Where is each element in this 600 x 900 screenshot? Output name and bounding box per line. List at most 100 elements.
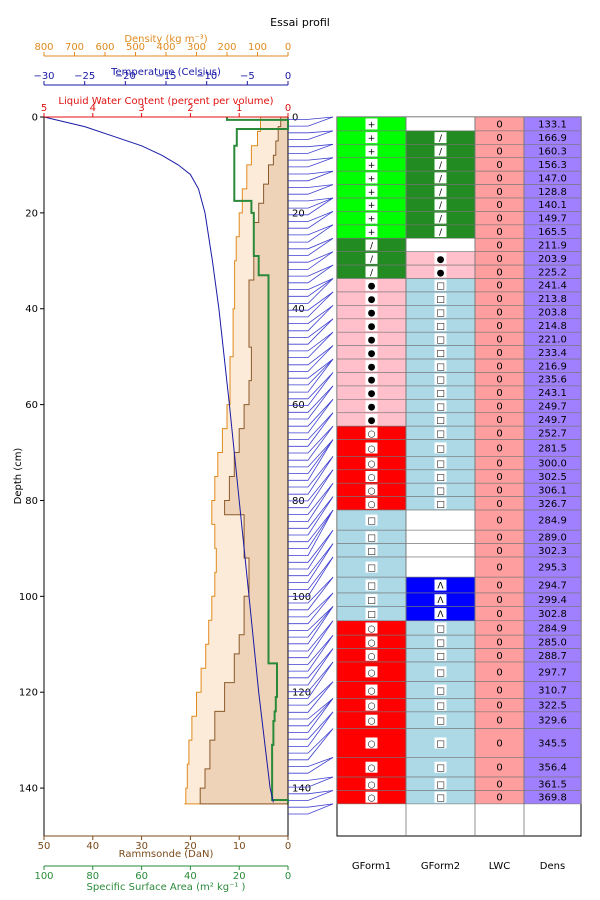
layer-connector bbox=[288, 211, 334, 222]
gform2-cell bbox=[405, 543, 476, 558]
gform1-symbol-bg bbox=[365, 158, 378, 170]
gform1-symbol-bg bbox=[365, 737, 378, 749]
depth-tick-label: 20 bbox=[25, 208, 38, 219]
gform2-symbol: / bbox=[439, 148, 443, 158]
gform2-symbol-bg bbox=[434, 761, 447, 773]
gform2-symbol: □ bbox=[436, 473, 445, 483]
dens-value: 302.8 bbox=[538, 609, 567, 620]
ssa-axis-label: Specific Surface Area (m² kg⁻¹ ) bbox=[87, 882, 246, 893]
gform1-symbol: □ bbox=[367, 547, 376, 557]
dens-value: 285.0 bbox=[538, 637, 567, 648]
temperature-axis-tick-label: −25 bbox=[74, 71, 95, 82]
gform2-symbol-bg bbox=[434, 226, 447, 238]
layer-connector bbox=[288, 372, 334, 406]
gform2-symbol-bg bbox=[434, 457, 447, 469]
depth-tick-label: 80 bbox=[25, 496, 38, 507]
dens-value: 345.5 bbox=[538, 739, 567, 750]
gform2-symbol: □ bbox=[436, 740, 445, 750]
gform1-symbol: ○ bbox=[368, 687, 376, 697]
table-row: ● □ 0 221.0 bbox=[336, 331, 582, 346]
dens-value: 326.7 bbox=[538, 499, 567, 510]
dens-value: 156.3 bbox=[538, 160, 567, 171]
gform1-symbol-bg bbox=[365, 387, 378, 399]
rammsonde-axis: 50 40 30 20 10 0 bbox=[38, 835, 291, 852]
gform1-symbol-bg bbox=[365, 199, 378, 211]
lwc-value: 0 bbox=[496, 321, 502, 332]
lwc-value: 0 bbox=[496, 294, 502, 305]
gform1-symbol-bg bbox=[365, 132, 378, 144]
layer-connector bbox=[288, 634, 334, 672]
gform2-symbol: / bbox=[439, 201, 443, 211]
gform1-symbol-bg bbox=[365, 484, 378, 496]
ssa-axis-tick-label: 40 bbox=[184, 871, 197, 882]
layer-connector bbox=[288, 509, 334, 556]
gform1-symbol-bg bbox=[365, 346, 378, 358]
layer-connector bbox=[288, 711, 334, 747]
layer-connector bbox=[288, 116, 334, 120]
lwc-value: 0 bbox=[496, 739, 502, 750]
layer-connector bbox=[288, 728, 334, 761]
rammsonde-axis-tick-label: 20 bbox=[184, 841, 197, 852]
lwc-value: 0 bbox=[496, 595, 502, 606]
layer-connector bbox=[288, 318, 334, 338]
layer-connector bbox=[288, 197, 334, 202]
layer-connector bbox=[288, 211, 334, 229]
gform1-symbol: □ bbox=[367, 533, 376, 543]
gform1-symbol: + bbox=[368, 134, 376, 144]
dens-value: 211.9 bbox=[538, 240, 567, 251]
rammsonde-area bbox=[199, 116, 289, 805]
lwc-value: 0 bbox=[496, 623, 502, 634]
layer-connector bbox=[288, 385, 334, 413]
layer-connector bbox=[288, 469, 334, 509]
layer-connector bbox=[288, 556, 334, 590]
layer-connector bbox=[288, 425, 334, 454]
gform1-symbol: + bbox=[368, 148, 376, 158]
gform1-symbol-bg bbox=[365, 293, 378, 305]
density-axis-tick-label: 100 bbox=[248, 42, 267, 53]
layer-connector bbox=[288, 305, 334, 324]
gform1-symbol: + bbox=[368, 188, 376, 198]
gform2-symbol-bg bbox=[434, 737, 447, 749]
gform2-symbol: □ bbox=[436, 460, 445, 470]
density-axis-tick-label: 500 bbox=[126, 42, 145, 53]
lwc-axis: 5 4 3 2 1 0 bbox=[41, 103, 291, 118]
gform2-symbol: ● bbox=[437, 255, 445, 265]
depth-tick-label-right: 80 bbox=[292, 496, 305, 507]
layer-connector-lines bbox=[288, 116, 334, 815]
lwc-value: 0 bbox=[496, 532, 502, 543]
gform1-symbol-bg bbox=[365, 622, 378, 634]
layer-connector bbox=[288, 291, 334, 318]
layer-connector bbox=[288, 606, 334, 638]
layer-connector bbox=[288, 698, 334, 727]
column-header: GForm2 bbox=[421, 861, 460, 872]
gform1-symbol: ○ bbox=[368, 624, 376, 634]
lwc-axis-tick-label: 0 bbox=[285, 103, 291, 114]
lwc-value: 0 bbox=[496, 187, 502, 198]
lwc-value: 0 bbox=[496, 516, 502, 527]
layer-connector bbox=[288, 237, 334, 250]
gform2-symbol-bg bbox=[434, 306, 447, 318]
table-row: ● □ 0 241.4 bbox=[336, 278, 582, 293]
dens-value: 235.6 bbox=[538, 375, 567, 386]
gform2-symbol: □ bbox=[436, 429, 445, 439]
column-header: GForm1 bbox=[352, 861, 391, 872]
gform1-symbol: ○ bbox=[368, 460, 376, 470]
layer-connector bbox=[288, 251, 334, 263]
layer-connector bbox=[288, 496, 334, 529]
layer-connector bbox=[288, 278, 334, 304]
gform1-symbol: □ bbox=[367, 517, 376, 527]
gform1-symbol-bg bbox=[365, 457, 378, 469]
dens-value: 149.7 bbox=[538, 214, 567, 225]
layer-connector bbox=[288, 170, 334, 175]
gform1-symbol: ● bbox=[368, 349, 376, 359]
layer-connector bbox=[288, 184, 334, 188]
lwc-axis-tick-label: 2 bbox=[187, 103, 193, 114]
gform1-symbol-bg bbox=[365, 185, 378, 197]
lwc-value: 0 bbox=[496, 546, 502, 557]
depth-tick-label-right: 100 bbox=[292, 592, 311, 603]
gform1-symbol-bg bbox=[365, 579, 378, 591]
gform1-symbol: ○ bbox=[368, 780, 376, 790]
gform2-symbol-bg bbox=[434, 442, 447, 454]
lwc-cell bbox=[474, 728, 525, 758]
layer-connector bbox=[288, 556, 334, 597]
